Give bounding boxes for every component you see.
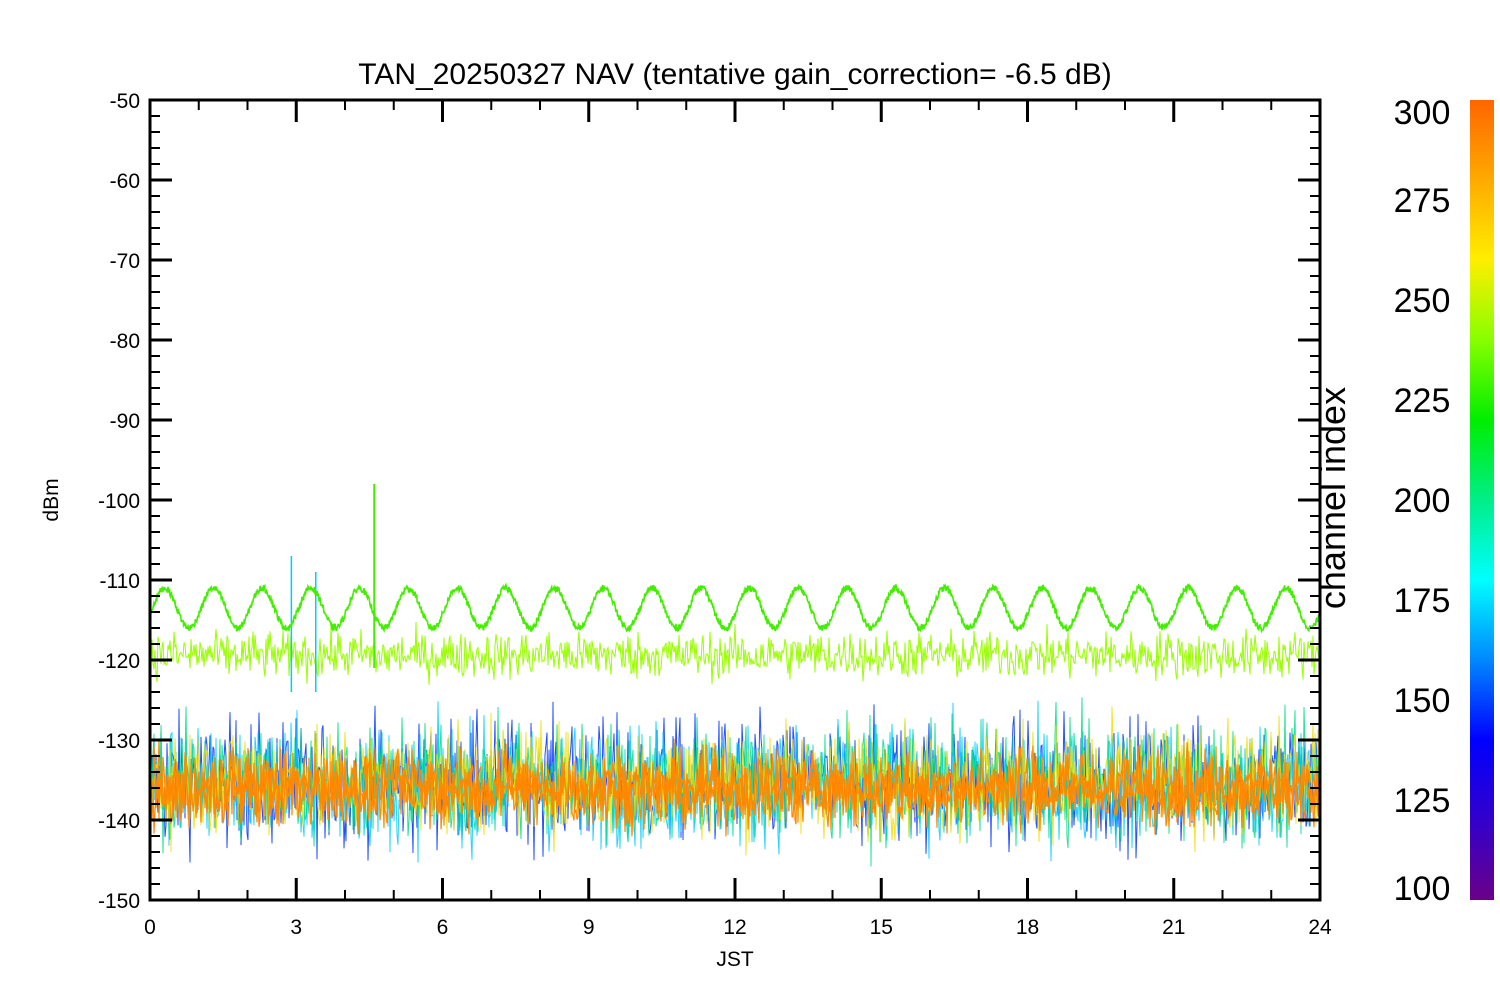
colorbar-tick-label: 275 <box>1394 182 1451 220</box>
x-axis-label: JST <box>716 948 754 971</box>
series-line-ch250 <box>150 621 1320 685</box>
x-tick-label: 12 <box>723 916 746 939</box>
y-axis-label: dBm <box>40 478 63 521</box>
colorbar-tick-label: 150 <box>1394 682 1451 720</box>
colorbar-tick-label: 100 <box>1394 870 1451 908</box>
y-tick-label: -130 <box>98 730 140 753</box>
y-tick-label: -110 <box>100 570 140 593</box>
colorbar-label: channel index <box>1312 387 1353 609</box>
x-tick-label: 15 <box>870 916 893 939</box>
y-tick-label: -60 <box>110 170 140 193</box>
axis-ticks: 0 3 6 9 12 15 18 21 24 -50 -60 -70 -80 -90 -100 -110 -12… <box>98 90 1332 939</box>
colorbar-tick-label: 125 <box>1394 782 1451 820</box>
x-tick-label: 9 <box>583 916 595 939</box>
y-tick-label: -90 <box>110 410 140 433</box>
chart-title: TAN_20250327 NAV (tentative gain_correct… <box>358 58 1112 91</box>
x-tick-label: 18 <box>1016 916 1039 939</box>
series-layer <box>150 484 1320 867</box>
x-tick-label: 21 <box>1162 916 1185 939</box>
y-tick-label: -50 <box>110 90 140 113</box>
y-tick-label: -80 <box>110 330 140 353</box>
y-tick-label: -150 <box>98 890 140 913</box>
x-tick-label: 3 <box>290 916 302 939</box>
colorbar <box>1470 100 1494 900</box>
x-tick-label: 24 <box>1308 916 1332 939</box>
y-tick-label: -70 <box>110 250 140 273</box>
colorbar-tick-label: 175 <box>1394 582 1451 620</box>
colorbar-tick-label: 225 <box>1394 382 1451 420</box>
x-tick-label: 6 <box>437 916 449 939</box>
series-line-ch290 <box>150 738 1320 835</box>
series-line-ch265 <box>150 706 1320 856</box>
series-line-ch290 <box>150 738 1320 837</box>
colorbar-tick-label: 250 <box>1394 282 1451 320</box>
colorbar-tick-label: 300 <box>1394 94 1451 132</box>
y-tick-label: -140 <box>98 810 140 833</box>
y-tick-label: -120 <box>98 650 140 673</box>
colorbar-ticks: 300 275 250 225 200 175 150 125 100 <box>1394 94 1451 908</box>
x-tick-label: 0 <box>144 916 156 939</box>
y-tick-label: -100 <box>98 490 140 513</box>
colorbar-tick-label: 200 <box>1394 482 1451 520</box>
series-line-ch240 <box>150 582 1320 634</box>
